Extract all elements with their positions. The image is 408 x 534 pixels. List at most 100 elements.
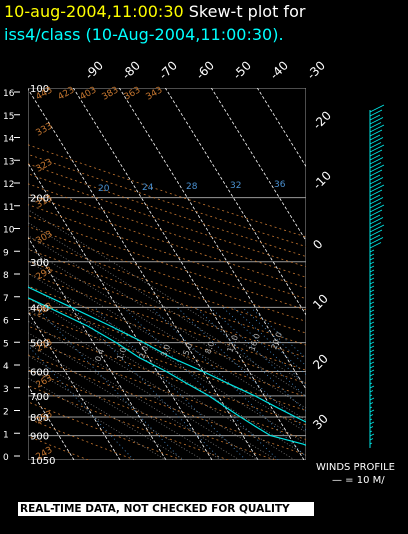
wind-barb [369, 385, 375, 389]
isotherm-line [165, 88, 306, 316]
temp-right-label: 20 [310, 351, 331, 372]
wind-barb [369, 394, 373, 397]
quality-disclaimer: REAL-TIME DATA, NOT CHECKED FOR QUALITY [18, 502, 314, 516]
theta-label: 363 [123, 85, 143, 102]
mixing-ratio-line [176, 307, 306, 431]
wind-barb [369, 117, 384, 125]
dry-adiabat [28, 183, 306, 278]
wind-barb [369, 217, 384, 225]
temp-top-label: -90 [82, 58, 106, 82]
moist-adiabat [28, 247, 306, 421]
wind-barb [369, 382, 373, 385]
dry-adiabat [28, 418, 136, 460]
wind-barb [369, 293, 375, 297]
moist-label: 3.0 [159, 343, 172, 358]
wind-barb [369, 104, 385, 113]
dry-adiabat [28, 163, 306, 257]
wind-barb [369, 249, 375, 253]
dry-adiabat [28, 385, 229, 460]
moist-label: 1.0 [115, 346, 128, 361]
pressure-label: 900 [30, 432, 49, 443]
temp-right-label: 0 [310, 237, 325, 252]
mixing-ratio-line [36, 307, 183, 460]
wind-barb [369, 234, 381, 241]
title-line-2: iss4/class (10-Aug-2004,11:00:30). [4, 25, 284, 44]
wind-barb [369, 214, 381, 221]
height-km-label: 11 [3, 203, 14, 213]
height-km-label: 0 [3, 453, 9, 463]
mixing-ratio-line [232, 307, 306, 376]
height-km-label: 9 [3, 248, 9, 258]
wind-barb [369, 253, 375, 257]
wind-barb [369, 202, 382, 209]
temp-right-label: 10 [310, 291, 331, 312]
temperature-trace [28, 286, 306, 423]
temp-right-label: -10 [310, 168, 334, 192]
title-date: 10-aug-2004,11:00:30 [4, 2, 184, 21]
mixing-ratio-label: 24 [142, 183, 154, 193]
wind-barb [369, 329, 375, 333]
moist-adiabat [28, 272, 306, 445]
moist-label: 2.0 [137, 345, 150, 360]
wind-barb [369, 317, 375, 321]
wind-barb [369, 430, 373, 433]
wind-barb [369, 361, 375, 365]
height-km-label: 3 [3, 385, 9, 395]
wind-barb [369, 164, 385, 173]
mixing-ratio-line [94, 307, 247, 460]
wind-barb [369, 357, 375, 361]
mixing-ratio-line [195, 307, 306, 412]
theta-label: 323 [35, 157, 55, 174]
temp-top-label: -40 [267, 58, 291, 82]
dry-adiabat [28, 173, 306, 268]
mixing-ratio-line [210, 307, 306, 398]
height-km-label: 13 [3, 157, 14, 167]
wind-barb [369, 174, 381, 181]
wind-barb [369, 345, 375, 349]
temp-top-label: -30 [304, 58, 328, 82]
wind-barb [369, 289, 375, 293]
theta-label: 383 [101, 85, 121, 102]
temp-top-label: -80 [119, 58, 143, 82]
wind-barb [369, 209, 383, 217]
dry-adiabat [28, 226, 306, 322]
height-km-label: 8 [3, 271, 9, 281]
temp-top-label: -50 [230, 58, 254, 82]
wind-barb [369, 157, 384, 165]
dry-adiabat [28, 204, 306, 300]
height-km-label: 12 [3, 180, 14, 190]
wind-barb [369, 421, 375, 425]
temp-right-label: -20 [310, 108, 334, 132]
wind-barb [369, 442, 373, 445]
wind-barb [369, 269, 375, 273]
wind-barb [369, 273, 375, 277]
dry-adiabat [28, 248, 306, 346]
wind-barb [369, 402, 374, 405]
dry-adiabat [28, 298, 306, 398]
dry-adiabat [28, 237, 306, 334]
dry-adiabat [28, 339, 306, 440]
isotherm-line [28, 236, 167, 460]
moist-label: 0.4 [93, 348, 106, 363]
wind-barb [369, 162, 382, 169]
wind-barb [369, 177, 384, 185]
moist-adiabat [28, 377, 167, 460]
isotherm-line [28, 162, 213, 460]
mixing-ratio-line [123, 307, 279, 460]
wind-barb [369, 341, 375, 345]
wind-barb [369, 390, 374, 393]
moist-adiabat [28, 343, 222, 460]
wind-barb [369, 378, 374, 381]
pressure-label: 400 [30, 303, 49, 314]
isotherm-line [119, 88, 306, 390]
dry-adiabat [28, 153, 306, 247]
wind-barb [369, 257, 375, 261]
mixing-ratio-line [250, 307, 306, 359]
isotherm-line [257, 88, 306, 168]
wind-barb [369, 237, 384, 245]
temp-top-label: -60 [193, 58, 217, 82]
wind-barb [369, 197, 384, 205]
wind-barb [369, 281, 375, 285]
mixing-ratio-label: 28 [186, 182, 198, 192]
wind-barb [369, 229, 383, 237]
